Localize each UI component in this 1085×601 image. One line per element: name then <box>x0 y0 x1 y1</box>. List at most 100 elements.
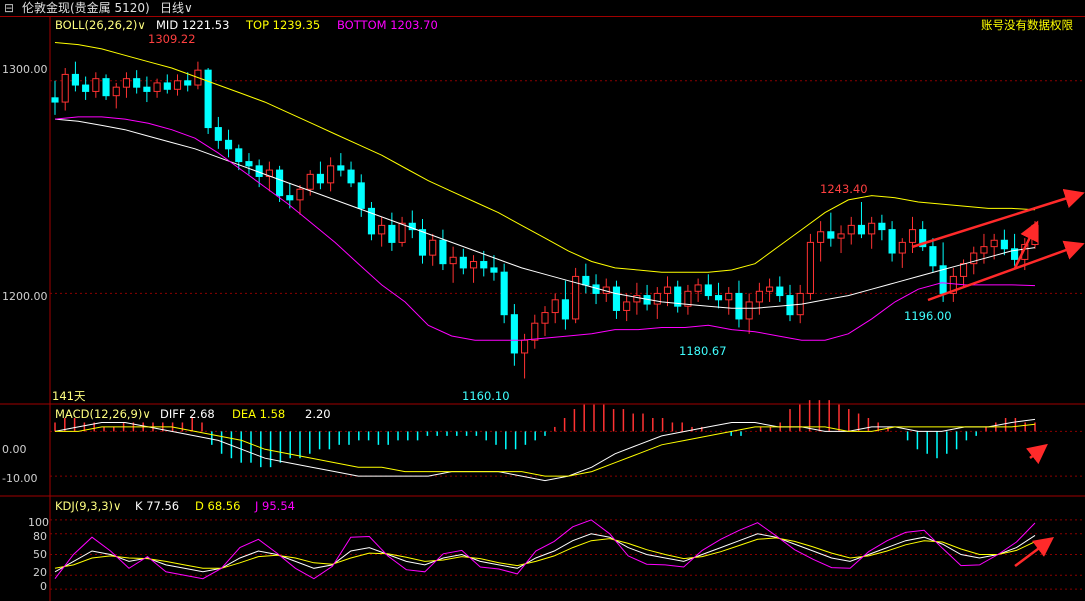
candle-body <box>776 286 784 297</box>
candle-body <box>510 314 518 354</box>
header-divider <box>0 16 1085 17</box>
candle-body <box>388 224 396 243</box>
candle-body <box>102 78 110 97</box>
candle-body <box>521 339 529 354</box>
candle-body <box>929 246 937 267</box>
candle-body <box>378 224 386 235</box>
candle-body <box>51 97 59 103</box>
candle-body <box>704 284 712 297</box>
candle-body <box>857 224 866 235</box>
kdj-k-value: K 77.56 <box>135 499 180 513</box>
candle-body <box>817 231 825 243</box>
candle-body <box>847 224 855 235</box>
candle-body <box>725 292 733 301</box>
candle-body <box>184 80 192 86</box>
boll-top-line <box>54 42 1036 273</box>
candle-body <box>204 69 212 129</box>
kdj-tick-80: 80 <box>33 530 47 543</box>
candle-body <box>888 229 896 254</box>
macd-tick-0: 0.00 <box>2 443 27 456</box>
candle-body <box>224 139 233 150</box>
macd-tick-neg10: -10.00 <box>2 472 38 485</box>
candle-body <box>418 229 427 256</box>
data-permission-notice: 账号没有数据权限 <box>981 18 1073 32</box>
candle-body <box>367 207 376 235</box>
boll-top-value: TOP 1239.35 <box>246 18 321 32</box>
candle-body <box>347 169 355 184</box>
candle-body <box>459 256 467 269</box>
price-tick-1300: 1300.00 <box>2 63 48 76</box>
timeframe-selector[interactable]: 日线∨ <box>160 1 193 15</box>
candle-body <box>296 188 304 201</box>
candle-body <box>633 295 641 303</box>
candle-body <box>623 301 631 311</box>
kdj-d-line <box>54 537 1036 569</box>
annotation-low-1160: 1160.10 <box>462 389 510 403</box>
candle-body <box>561 299 569 320</box>
boll-mid-line <box>54 118 1036 309</box>
boll-indicator-label[interactable]: BOLL(26,26,2)∨ <box>55 18 146 32</box>
annotation-high-1309: 1309.22 <box>148 32 196 46</box>
macd-indicator-label[interactable]: MACD(12,26,9)∨ <box>55 407 151 421</box>
candle-body <box>480 261 488 269</box>
candle-body <box>551 299 559 314</box>
candle-body <box>806 241 814 294</box>
macd-diff-line <box>54 418 1036 482</box>
candle-body <box>306 173 314 190</box>
candle-body <box>92 78 100 92</box>
boll-bottom-value: BOTTOM 1203.70 <box>337 18 438 32</box>
candle-body <box>837 233 845 239</box>
candle-body <box>153 82 161 92</box>
kdj-tick-0: 0 <box>40 580 47 593</box>
candle-body <box>469 261 478 269</box>
candle-body <box>286 195 294 201</box>
macd-hist-value: 2.20 <box>305 407 331 421</box>
candle-body <box>582 275 590 286</box>
candle-body <box>500 271 508 316</box>
kdj-k-line <box>54 533 1036 573</box>
trend-arrow-upper <box>911 188 1085 249</box>
candle-body <box>122 78 131 88</box>
candle-body <box>745 301 753 320</box>
boll-mid-value: MID 1221.53 <box>156 18 230 32</box>
candle-body <box>970 252 978 265</box>
window-menu-icon[interactable]: ⊟ <box>4 1 15 15</box>
candle-body <box>71 73 79 86</box>
candle-body <box>959 263 968 277</box>
candle-body <box>653 292 661 305</box>
candle-body <box>714 295 723 301</box>
candle-body <box>112 86 120 97</box>
kdj-trend-arrow <box>1014 537 1055 568</box>
candle-body <box>919 229 927 248</box>
candle-body <box>735 292 743 320</box>
candle-body <box>949 275 957 294</box>
kdj-tick-20: 20 <box>33 566 47 579</box>
candle-body <box>990 239 998 248</box>
trend-arrow-short <box>1013 220 1039 269</box>
candle-body <box>766 286 774 292</box>
app-header: ⊟ 伦敦金现(贵金属 5120) 日线∨ <box>0 0 1085 16</box>
kdj-j-value: J 95.54 <box>255 499 295 513</box>
candle-body <box>214 127 222 141</box>
candle-body <box>82 84 90 92</box>
candle-body <box>531 322 539 341</box>
candle-body <box>908 229 917 243</box>
candle-body <box>1011 248 1019 260</box>
instrument-title: 伦敦金现(贵金属 5120) <box>22 1 150 15</box>
bar-count-label: 141天 <box>52 389 86 403</box>
candle-body <box>133 78 141 88</box>
candle-body <box>490 267 498 273</box>
annotation-low-1196: 1196.00 <box>904 309 952 323</box>
trend-arrow-lower <box>927 240 1085 302</box>
annotation-low-1180: 1180.67 <box>679 344 727 358</box>
candle-body <box>663 286 672 294</box>
candle-body <box>143 86 151 92</box>
candle-body <box>827 231 835 239</box>
annotation-high-1243: 1243.40 <box>820 182 868 196</box>
kdj-indicator-label[interactable]: KDJ(9,3,3)∨ <box>55 499 122 513</box>
candle-body <box>572 275 580 320</box>
candle-body <box>398 222 406 243</box>
candle-body <box>980 246 988 254</box>
candle-body <box>755 290 763 303</box>
boll-bottom-line <box>54 116 1036 341</box>
